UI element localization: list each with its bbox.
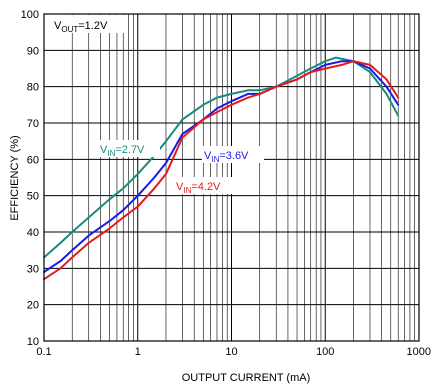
v36-rest: =3.6V — [219, 150, 249, 162]
vout-rest: =1.2V — [78, 20, 108, 32]
v27-rest: =2.7V — [115, 144, 145, 156]
y-tick-label: 80 — [27, 82, 39, 94]
v42-rest: =4.2V — [191, 181, 221, 193]
v27-sub: IN — [107, 149, 115, 158]
vout-sub: OUT — [61, 25, 78, 34]
y-tick-label: 10 — [27, 336, 39, 348]
vout-label: VOUT=1.2V — [51, 15, 125, 34]
vin-3-6-label: VIN=3.6V — [202, 146, 264, 164]
x-axis-title: OUTPUT CURRENT (mA) — [182, 372, 311, 384]
x-tick-label: 1 — [135, 346, 141, 358]
y-tick-label: 50 — [27, 191, 39, 203]
series-line-1 — [43, 60, 400, 273]
y-tick-label: 60 — [27, 154, 39, 166]
x-tick-label: 1000 — [407, 346, 431, 358]
v27-main: V — [100, 144, 108, 156]
vin-4-2-label: VIN=4.2V — [174, 177, 236, 195]
plot-frame — [43, 13, 420, 342]
y-axis-title: EFFICIENCY (%) — [9, 135, 21, 220]
x-tick-labels: 0.1 1 10 100 1000 — [36, 346, 431, 358]
v42-sub: IN — [183, 186, 191, 195]
x-tick-label: 0.1 — [36, 346, 51, 358]
x-tick-label: 10 — [225, 346, 237, 358]
y-tick-label: 20 — [27, 300, 39, 312]
svg-text:VIN=4.2V: VIN=4.2V — [176, 181, 221, 195]
series-line-0 — [43, 56, 400, 259]
svg-text:VIN=3.6V: VIN=3.6V — [204, 150, 249, 164]
y-tick-label: 40 — [27, 227, 39, 239]
series-line-2 — [43, 60, 400, 281]
y-tick-labels: 10 20 30 40 50 60 70 80 90 100 — [21, 9, 39, 348]
svg-text:VIN=2.7V: VIN=2.7V — [100, 144, 145, 158]
series-layer — [43, 56, 400, 281]
v36-main: V — [204, 150, 212, 162]
v36-sub: IN — [211, 155, 219, 164]
svg-text:VOUT=1.2V: VOUT=1.2V — [54, 20, 108, 34]
y-tick-label: 90 — [27, 45, 39, 57]
v42-main: V — [176, 181, 184, 193]
x-tick-label: 100 — [316, 346, 334, 358]
y-tick-label: 100 — [21, 9, 39, 21]
y-tick-label: 30 — [27, 263, 39, 275]
vin-2-7-label: VIN=2.7V — [98, 140, 160, 158]
y-tick-label: 70 — [27, 118, 39, 130]
vout-main: V — [54, 20, 62, 32]
